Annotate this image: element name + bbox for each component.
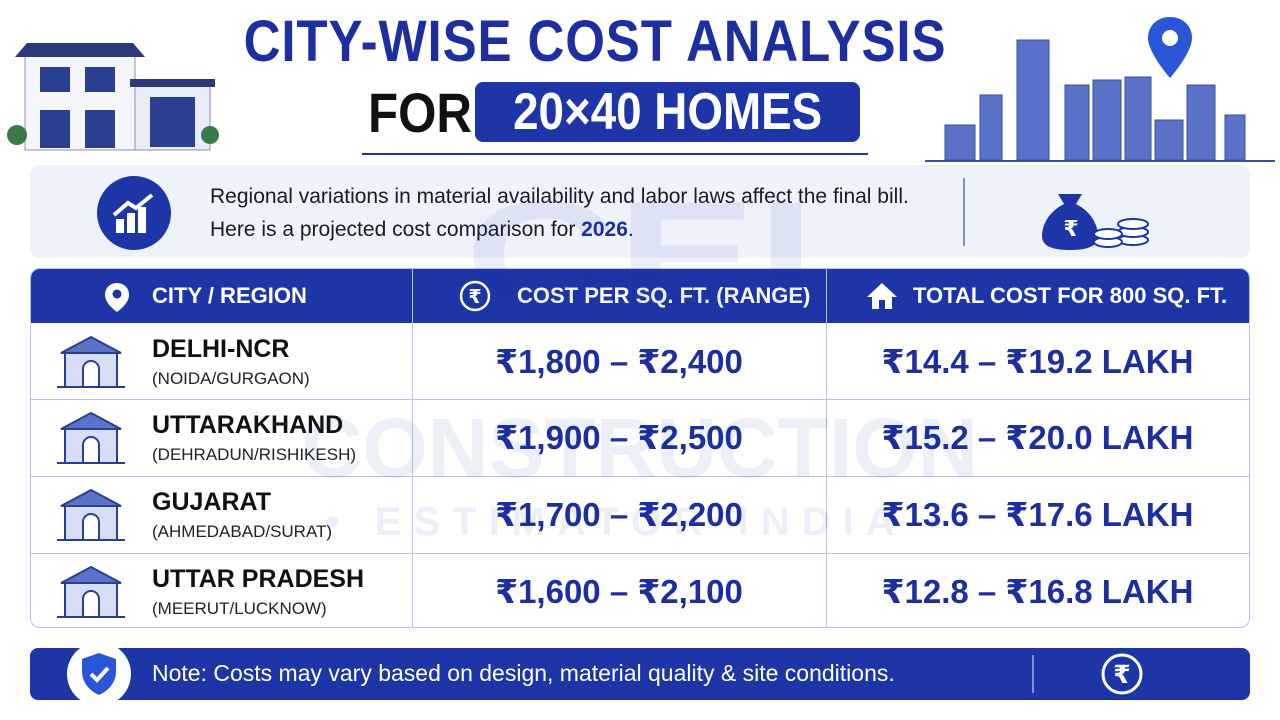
- svg-text:₹: ₹: [1063, 216, 1078, 241]
- city-areas: (AHMEDABAD/SURAT): [152, 522, 333, 541]
- landmark-icon: [57, 488, 125, 541]
- city-illustration: [925, 17, 1275, 162]
- watermark-logo: CEI: [464, 170, 816, 338]
- landmark-icon: [57, 335, 125, 388]
- cost-per-sqft: ₹1,600 – ₹2,100: [495, 573, 743, 610]
- city-name: UTTAR PRADESH: [152, 565, 365, 593]
- landmark-icon: [57, 411, 125, 464]
- total-cost: ₹13.6 – ₹17.6 LAKH: [881, 496, 1194, 533]
- title-highlight: 20×40 HOMES: [512, 83, 823, 141]
- pin-icon: [105, 283, 129, 312]
- shield-icon: [67, 642, 131, 706]
- total-cost: ₹15.2 – ₹20.0 LAKH: [881, 419, 1194, 456]
- intro-end: .: [627, 218, 634, 241]
- svg-text:₹: ₹: [468, 287, 481, 308]
- title-highlight-box: 20×40 HOMES: [475, 82, 860, 142]
- watermark-line: • ESTIMATOR INDIA •: [325, 500, 955, 544]
- cost-per-sqft: ₹1,900 – ₹2,500: [495, 419, 743, 456]
- city-areas: (DEHRADUN/RISHIKESH): [152, 445, 357, 464]
- intro-year: 2026: [581, 218, 628, 241]
- home-icon: [867, 283, 897, 309]
- rupee-icon: ₹: [1101, 653, 1143, 695]
- row-divider: [31, 399, 1249, 400]
- city-areas: (MEERUT/LUCKNOW): [152, 599, 327, 618]
- divider: [362, 153, 868, 155]
- column-header: CITY / REGION: [152, 283, 307, 308]
- money-icon: ₹: [1042, 194, 1149, 250]
- landmark-icon: [57, 565, 125, 618]
- city-areas: (NOIDA/GURGAON): [152, 369, 310, 388]
- watermark-line: CONSTRUCTION: [301, 401, 979, 495]
- row-divider: [31, 476, 1249, 477]
- table-header: [31, 269, 1249, 323]
- total-cost: ₹14.4 – ₹19.2 LAKH: [881, 343, 1194, 380]
- intro-body: Regional variations in material availabi…: [210, 185, 909, 241]
- growth-icon: [97, 176, 171, 250]
- house-illustration: [7, 43, 219, 151]
- svg-text:₹: ₹: [1113, 661, 1130, 689]
- city-name: GUJARAT: [152, 488, 271, 516]
- rupee-icon: ₹: [459, 280, 491, 312]
- column-header: TOTAL COST FOR 800 SQ. FT.: [913, 283, 1228, 308]
- intro-divider: [963, 178, 965, 246]
- row-divider: [31, 553, 1249, 554]
- title-prefix: FOR: [368, 81, 473, 144]
- column-header: COST PER SQ. FT. (RANGE): [517, 283, 811, 308]
- cost-table: CITY / REGION ₹ COST PER SQ. FT. (RANGE)…: [30, 268, 1250, 628]
- total-cost: ₹12.8 – ₹16.8 LAKH: [881, 573, 1194, 610]
- column-divider: [412, 269, 413, 627]
- title: CITY-WISE COST ANALYSIS: [243, 9, 947, 74]
- note-bar: [30, 648, 1250, 700]
- city-name: DELHI-NCR: [152, 335, 290, 363]
- cost-per-sqft: ₹1,700 – ₹2,200: [495, 496, 743, 533]
- city-name: UTTARAKHAND: [152, 411, 344, 439]
- note-divider: [1032, 655, 1034, 693]
- cost-per-sqft: ₹1,800 – ₹2,400: [495, 343, 743, 380]
- note-text: Note: Costs may vary based on design, ma…: [152, 660, 895, 686]
- column-divider: [826, 269, 827, 627]
- intro-text: Regional variations in material availabi…: [210, 180, 910, 246]
